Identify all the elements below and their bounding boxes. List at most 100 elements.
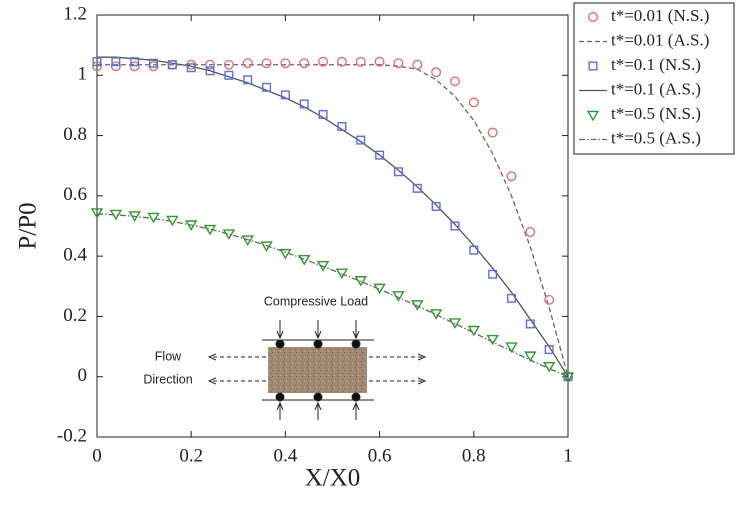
annotation: Direction — [143, 372, 192, 386]
marker — [318, 56, 329, 67]
legend-label: t*=0.5 (A.S.) — [611, 128, 701, 147]
marker — [91, 61, 102, 72]
marker — [223, 59, 234, 70]
marker — [92, 57, 102, 67]
marker — [186, 63, 196, 73]
x-tick-label: 0 — [92, 445, 102, 466]
annotation: Flow — [155, 349, 182, 363]
y-tick-label: 0.4 — [63, 245, 87, 266]
marker — [354, 276, 367, 287]
marker — [299, 99, 309, 109]
marker — [205, 66, 215, 76]
x-axis-label: X/X0 — [305, 465, 361, 492]
marker — [222, 229, 236, 240]
marker — [450, 221, 460, 231]
x-tick-label: 0.4 — [274, 445, 298, 466]
marker — [280, 58, 291, 69]
marker — [486, 334, 499, 346]
marker — [431, 201, 441, 211]
marker — [316, 260, 330, 272]
marker — [335, 268, 349, 280]
marker — [280, 90, 290, 100]
marker — [111, 57, 121, 67]
marker — [374, 56, 385, 67]
y-tick-label: 0.2 — [63, 305, 87, 326]
marker — [588, 61, 598, 71]
marker — [167, 60, 177, 70]
marker — [525, 227, 536, 238]
marker — [544, 345, 554, 355]
y-tick-label: 0 — [78, 365, 88, 386]
y-axis-label: P/P0 — [15, 202, 42, 249]
marker — [467, 325, 481, 337]
series-line — [97, 64, 569, 377]
marker — [337, 122, 347, 132]
marker — [243, 75, 253, 85]
x-tick-label: 0.2 — [179, 445, 203, 466]
marker — [429, 309, 443, 320]
marker — [588, 11, 599, 23]
marker — [524, 351, 537, 362]
y-tick-label: -0.2 — [57, 425, 87, 446]
x-tick-label: 0.6 — [368, 445, 392, 466]
inset-diagram: Compressive Load Flow Direction — [143, 294, 425, 420]
marker — [542, 361, 556, 373]
marker — [506, 171, 517, 182]
x-tick-label: 0.8 — [462, 445, 486, 466]
marker — [147, 212, 160, 224]
legend-label: t*=0.01 (A.S.) — [611, 30, 709, 49]
marker — [110, 61, 121, 72]
legend-label: t*=0.5 (N.S.) — [611, 104, 701, 123]
marker — [431, 67, 442, 78]
marker — [279, 248, 292, 260]
marker — [184, 220, 198, 231]
annotation: Compressive Load — [264, 294, 368, 308]
marker — [411, 300, 424, 311]
marker — [242, 58, 253, 69]
marker — [298, 254, 311, 266]
y-tick-label: 1.2 — [63, 3, 87, 24]
marker — [448, 318, 462, 329]
legend-frame — [573, 2, 735, 155]
marker — [586, 110, 600, 122]
marker — [449, 76, 460, 87]
marker — [469, 245, 479, 255]
marker — [148, 61, 159, 72]
marker — [393, 167, 403, 177]
legend-label: t*=0.1 (A.S.) — [611, 79, 701, 98]
y-tick-label: 0.6 — [63, 184, 87, 205]
marker — [149, 58, 159, 68]
y-tick-label: 1 — [78, 64, 88, 85]
marker — [130, 57, 140, 67]
marker — [260, 241, 273, 252]
marker — [166, 215, 179, 227]
marker — [525, 319, 535, 329]
y-tick-label: 0.8 — [63, 124, 87, 145]
marker — [375, 150, 385, 160]
marker — [299, 58, 310, 69]
marker — [318, 109, 328, 119]
marker — [241, 235, 254, 246]
legend-label: t*=0.1 (N.S.) — [611, 55, 701, 74]
legend-label: t*=0.01 (N.S.) — [611, 6, 709, 25]
marker — [109, 209, 123, 221]
marker — [356, 135, 366, 145]
marker — [412, 183, 422, 193]
marker — [205, 59, 216, 70]
marker — [468, 97, 479, 108]
marker — [392, 291, 405, 302]
marker — [203, 224, 217, 236]
marker — [393, 58, 404, 69]
legend: t*=0.01 (N.S.) t*=0.01 (A.S.) t*=0.1 (N.S.… — [573, 2, 735, 155]
marker — [261, 58, 272, 69]
marker — [90, 208, 104, 219]
marker — [128, 211, 141, 222]
marker — [129, 61, 140, 72]
marker — [336, 56, 347, 67]
marker — [224, 70, 234, 80]
series-line — [96, 213, 569, 378]
marker — [487, 127, 498, 138]
plot-area: -0.200.20.40.60.811.20 0.2 0.4 0.6 0.8 1X/X0P… — [15, 3, 575, 492]
marker — [544, 294, 555, 305]
